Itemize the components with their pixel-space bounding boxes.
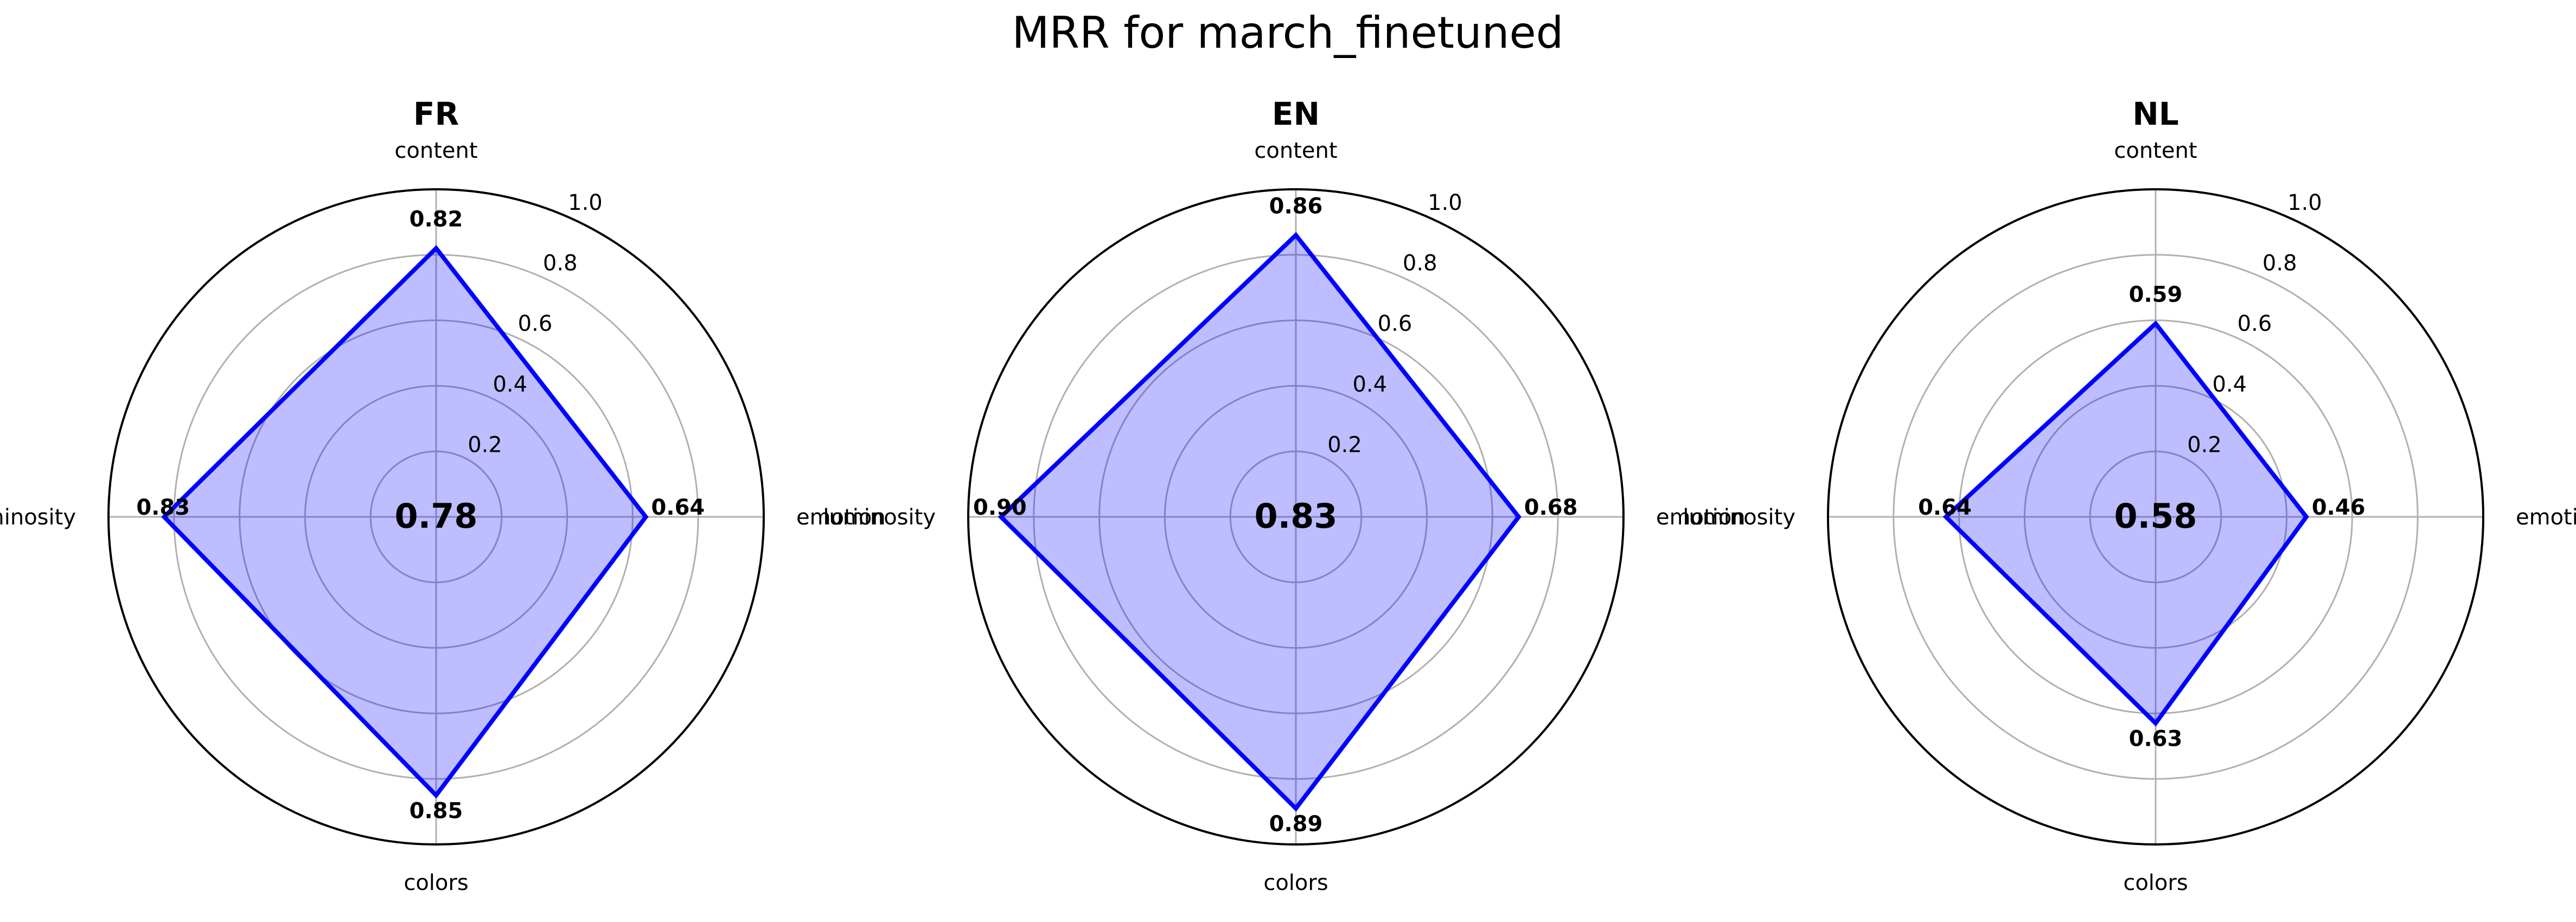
category-label-colors: colors — [1263, 870, 1328, 895]
value-label: 0.68 — [1524, 495, 1578, 520]
value-label: 0.64 — [651, 495, 705, 520]
radar-panel-en: EN 0.2 0.4 0.6 0.8 1.0 content emotion colors lum… — [823, 95, 1745, 895]
center-value: 0.78 — [395, 496, 478, 536]
category-label-luminosity: luminosity — [1683, 505, 1795, 530]
radar-panel-nl: NL 0.2 0.4 0.6 0.8 1.0 content emotion colors lum… — [1683, 95, 2576, 895]
category-label-emotion: emotion — [2516, 505, 2576, 530]
radial-tick-label: 1.0 — [2287, 190, 2322, 215]
category-label-emotion: emotion — [1656, 505, 1746, 530]
radial-tick-label: 0.8 — [1403, 251, 1437, 276]
radial-tick-label: 0.4 — [493, 372, 527, 397]
value-label: 0.85 — [410, 798, 463, 823]
value-label: 0.86 — [1269, 194, 1323, 219]
radial-tick-label: 0.4 — [2212, 372, 2247, 397]
figure-title: MRR for march_finetuned — [1012, 8, 1564, 58]
radial-tick-label: 0.6 — [2238, 311, 2272, 336]
radial-tick-label: 0.2 — [1327, 432, 1362, 457]
value-label: 0.90 — [973, 495, 1027, 520]
value-label: 0.46 — [2312, 495, 2366, 520]
data-area — [161, 245, 649, 799]
category-label-content: content — [1254, 138, 1337, 163]
category-label-content: content — [2114, 138, 2197, 163]
radial-tick-label: 1.0 — [1428, 190, 1462, 215]
data-area — [1942, 320, 2309, 727]
value-label: 0.82 — [410, 207, 463, 232]
category-label-luminosity: luminosity — [823, 505, 936, 530]
outer-frame — [1827, 188, 2484, 846]
value-label: 0.64 — [1918, 495, 1972, 520]
outer-frame — [967, 188, 1625, 846]
panel-title: FR — [413, 95, 459, 132]
radial-tick-label: 1.0 — [568, 190, 603, 215]
radar-panel-fr: FR 0.2 0.4 0.6 0.8 1.0 content emotion colors lum… — [0, 95, 886, 895]
radial-tick-label: 0.6 — [1378, 311, 1412, 336]
value-label: 0.89 — [1269, 812, 1323, 837]
outer-frame — [107, 188, 765, 846]
panel-title: EN — [1272, 95, 1320, 132]
category-label-luminosity: luminosity — [0, 505, 76, 530]
value-label: 0.83 — [136, 495, 190, 520]
data-area — [998, 232, 1522, 812]
category-label-content: content — [394, 138, 477, 163]
value-label: 0.59 — [2129, 283, 2183, 308]
value-label: 0.63 — [2129, 727, 2183, 752]
radial-tick-label: 0.8 — [543, 251, 578, 276]
radial-tick-label: 0.2 — [2187, 432, 2222, 457]
category-label-colors: colors — [2123, 870, 2188, 895]
radial-tick-label: 0.6 — [518, 311, 553, 336]
center-value: 0.58 — [2114, 496, 2197, 536]
category-label-emotion: emotion — [796, 505, 886, 530]
category-label-colors: colors — [404, 870, 468, 895]
radial-tick-label: 0.8 — [2262, 251, 2297, 276]
radial-tick-label: 0.2 — [468, 432, 502, 457]
panel-title: NL — [2132, 95, 2179, 132]
radial-tick-label: 0.4 — [1352, 372, 1387, 397]
center-value: 0.83 — [1255, 496, 1338, 536]
